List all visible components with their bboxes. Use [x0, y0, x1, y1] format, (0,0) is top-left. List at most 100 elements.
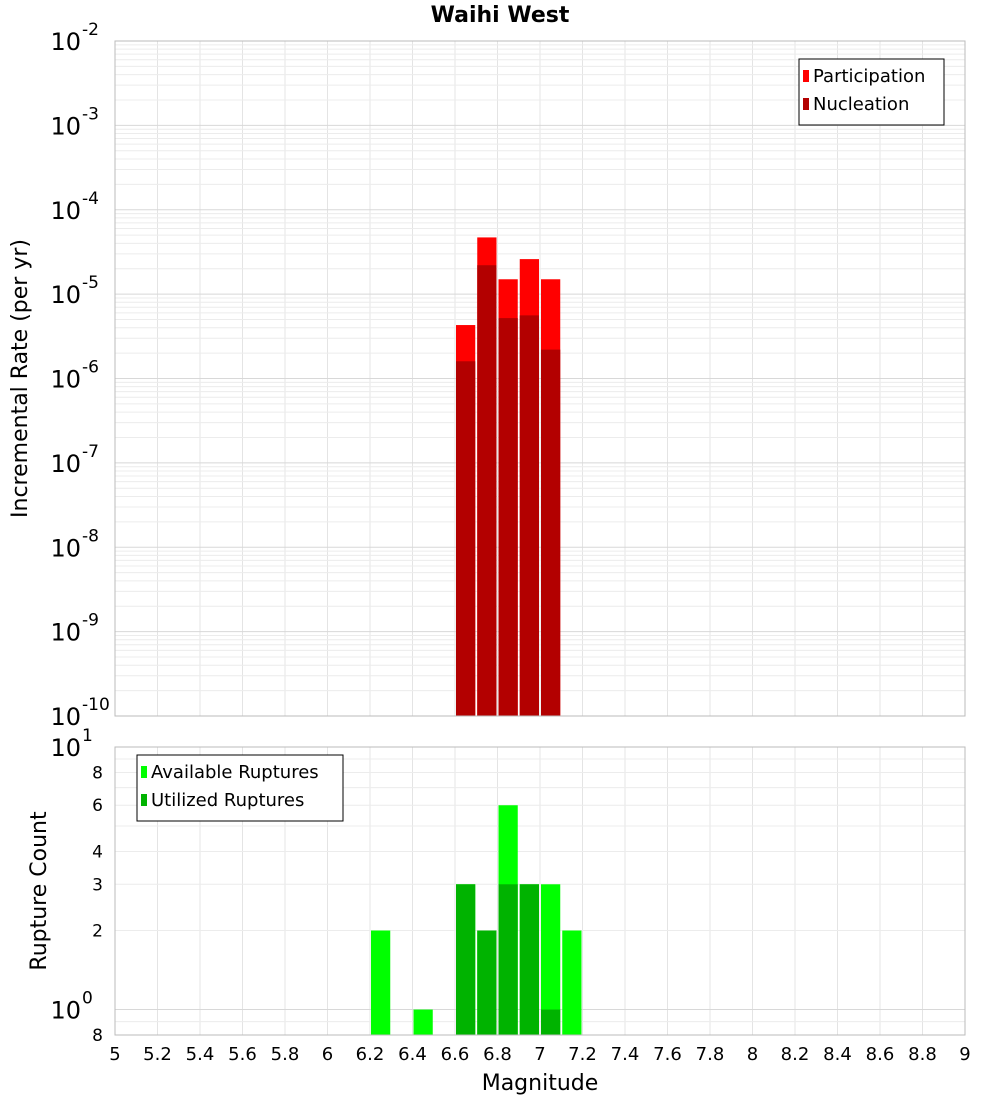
y-tick-exponent: 1 [82, 726, 93, 746]
y-tick-label: 10 [50, 703, 81, 731]
y-tick-base: 2 [92, 922, 103, 942]
series-utilized-ruptures [456, 884, 561, 1035]
legend-label: Available Ruptures [151, 762, 319, 783]
bar [541, 884, 561, 1035]
y-tick-base: 10 [50, 450, 81, 478]
x-tick-label: 6.4 [398, 1044, 427, 1065]
y-tick-exponent: -10 [82, 695, 110, 715]
y-tick-exponent: -2 [82, 20, 99, 40]
y-tick-label: 10 [50, 197, 81, 225]
y-tick-exponent: -9 [82, 611, 99, 631]
bar [498, 318, 518, 716]
y-tick-base: 10 [50, 619, 81, 647]
x-axis-label: Magnitude [482, 1071, 599, 1096]
y-tick-base: 10 [50, 366, 81, 394]
x-tick-label: 7.4 [611, 1044, 640, 1065]
y-tick-label: 10 [50, 619, 81, 647]
legend-label: Participation [813, 66, 925, 87]
y-tick-exponent: -3 [82, 104, 99, 124]
legend-box [798, 58, 945, 126]
y-tick-base: 10 [50, 734, 81, 762]
y-tick-base: 3 [92, 875, 103, 895]
y-tick-label: 8 [92, 763, 103, 783]
y-tick-label: 2 [92, 922, 103, 942]
bar [456, 884, 476, 1035]
y-tick-base: 4 [92, 842, 103, 862]
x-tick-label: 5.6 [228, 1044, 257, 1065]
x-tick-label: 8.4 [823, 1044, 852, 1065]
x-tick-label: 5 [109, 1044, 120, 1065]
y-tick-exponent: -7 [82, 442, 99, 462]
x-tick-label: 7.8 [696, 1044, 725, 1065]
bar [477, 930, 497, 1035]
y-tick-exponent: -6 [82, 358, 99, 378]
x-tick-label: 8 [747, 1044, 758, 1065]
bar [498, 884, 518, 1035]
y-tick-base: 10 [50, 281, 81, 309]
y-tick-label: 10 [50, 534, 81, 562]
plot-frame [114, 746, 966, 1036]
x-tick-label: 8.2 [781, 1044, 810, 1065]
x-tick-label: 7.2 [568, 1044, 597, 1065]
y-tick-label: 6 [92, 796, 103, 816]
y-tick-label: 10 [50, 997, 81, 1025]
x-tick-label: 6.2 [356, 1044, 385, 1065]
y-axis-label: Rupture Count [27, 811, 52, 971]
legend-swatch [141, 766, 147, 778]
bar [562, 930, 582, 1035]
x-tick-label: 9 [959, 1044, 970, 1065]
chart-title: Waihi West [431, 3, 570, 28]
y-tick-exponent: -8 [82, 526, 99, 546]
legend-swatch [803, 70, 809, 82]
y-tick-label: 10 [50, 450, 81, 478]
y-tick-base: 8 [92, 763, 103, 783]
bar [541, 349, 561, 716]
x-tick-label: 6.6 [441, 1044, 470, 1065]
x-tick-label: 5.4 [186, 1044, 215, 1065]
bar [477, 265, 497, 716]
legend-label: Nucleation [813, 94, 909, 115]
y-tick-base: 10 [50, 997, 81, 1025]
y-tick-base: 10 [50, 703, 81, 731]
bar [541, 1009, 561, 1035]
x-tick-label: 5.2 [143, 1044, 172, 1065]
series-nucleation [456, 265, 561, 716]
y-tick-label: 10 [50, 112, 81, 140]
y-tick-exponent: -5 [82, 273, 99, 293]
y-tick-base: 10 [50, 197, 81, 225]
x-tick-label: 6 [322, 1044, 333, 1065]
y-tick-label: 3 [92, 875, 103, 895]
x-tick-label: 8.8 [908, 1044, 937, 1065]
bar [519, 884, 539, 1035]
bar [456, 361, 476, 716]
y-tick-base: 10 [50, 534, 81, 562]
x-tick-label: 5.8 [271, 1044, 300, 1065]
x-tick-label: 7 [534, 1044, 545, 1065]
y-tick-label: 4 [92, 842, 103, 862]
bar [519, 315, 539, 716]
x-tick-label: 8.6 [866, 1044, 895, 1065]
y-tick-exponent: -4 [82, 189, 99, 209]
plot-frame [114, 40, 966, 717]
legend: Available Ruptures Utilized Ruptures [136, 754, 344, 822]
bar [371, 930, 391, 1035]
legend-label: Utilized Ruptures [151, 790, 304, 811]
legend-swatch [141, 794, 147, 806]
legend-swatch [803, 98, 809, 110]
y-tick-label: 10 [50, 28, 81, 56]
panel-1: 10-210-310-410-510-610-710-810-910 -10Inc… [8, 20, 966, 731]
legend-box [136, 754, 344, 822]
y-tick-base: 10 [50, 112, 81, 140]
y-tick-label: 10 [50, 734, 81, 762]
y-tick-base: 6 [92, 796, 103, 816]
x-tick-label: 7.6 [653, 1044, 682, 1065]
y-tick-base: 10 [50, 28, 81, 56]
y-tick-exponent: 0 [82, 989, 93, 1009]
bar [413, 1009, 433, 1035]
x-tick-label: 6.8 [483, 1044, 512, 1065]
y-tick-label: 10 [50, 281, 81, 309]
legend: Participation Nucleation [798, 58, 945, 126]
y-tick-label: 10 [50, 366, 81, 394]
